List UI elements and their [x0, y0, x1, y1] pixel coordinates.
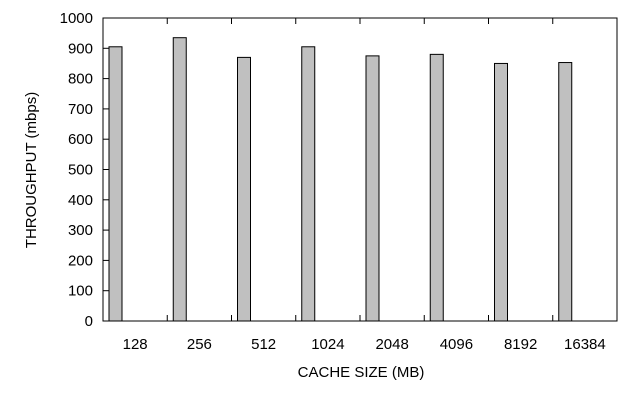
y-tick-label: 100	[68, 283, 93, 300]
y-tick-label: 1000	[60, 10, 93, 27]
bar	[494, 62, 508, 322]
y-tick-label: 900	[68, 40, 93, 57]
x-tick-label: 512	[251, 336, 276, 353]
y-tick-label: 200	[68, 252, 93, 269]
y-tick-label: 300	[68, 222, 93, 239]
bar	[172, 37, 187, 322]
bar	[429, 53, 444, 322]
x-tick-label: 128	[123, 336, 148, 353]
y-tick-label: 0	[85, 313, 93, 330]
x-tick-label: 1024	[311, 336, 344, 353]
bar	[108, 46, 123, 322]
y-tick-label: 800	[68, 71, 93, 88]
x-axis: 128 256 512 1024 2048 4096 8192 16384	[123, 18, 606, 353]
x-tick-label: 4096	[440, 336, 473, 353]
y-axis: 0 100 200 300 400 500 600 700 800 900 1000	[60, 10, 109, 330]
bars	[108, 37, 573, 322]
x-tick-label: 256	[187, 336, 212, 353]
bar	[558, 62, 573, 322]
x-tick-label: 2048	[375, 336, 408, 353]
x-tick-label: 16384	[564, 336, 606, 353]
y-tick-label: 500	[68, 162, 93, 179]
bar	[237, 56, 251, 322]
bar	[301, 46, 316, 322]
y-tick-label: 400	[68, 192, 93, 209]
y-tick-label: 700	[68, 101, 93, 118]
bar	[365, 55, 380, 322]
y-tick-label: 600	[68, 131, 93, 148]
x-tick-label: 8192	[504, 336, 537, 353]
x-axis-title: CACHE SIZE (MB)	[298, 364, 425, 381]
y-axis-title: THROUGHPUT (mbps)	[23, 92, 40, 248]
